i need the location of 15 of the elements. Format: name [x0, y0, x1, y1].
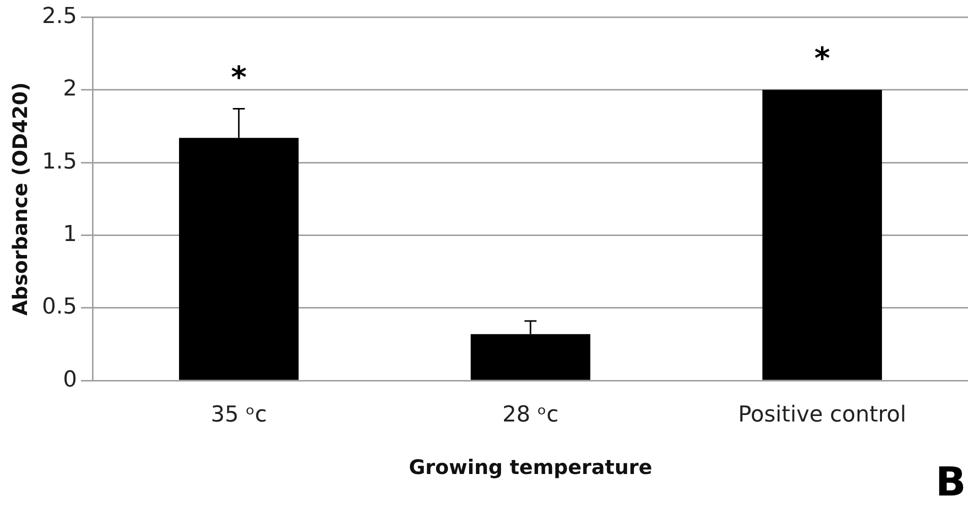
y-tick-label: 1	[62, 222, 77, 247]
x-axis-title: Growing temperature	[408, 455, 652, 480]
y-tick-label: 2.5	[42, 4, 77, 29]
y-tick-label: 2	[62, 76, 77, 102]
y-axis-title: Absorbance (OD420)	[8, 82, 32, 316]
y-tick-label: 1.5	[42, 149, 77, 174]
bar	[762, 90, 882, 380]
annotation: *	[814, 42, 830, 77]
annotation: *	[230, 60, 247, 96]
text: B	[936, 459, 966, 506]
x-tick-label: Positive control	[738, 402, 906, 428]
y-tick-label: 0.5	[42, 294, 77, 320]
x-tick-label: 28 ᵒc	[502, 402, 559, 428]
x-tick-label: 35 ᵒc	[210, 402, 267, 428]
y-tick-label: 0	[62, 367, 77, 392]
